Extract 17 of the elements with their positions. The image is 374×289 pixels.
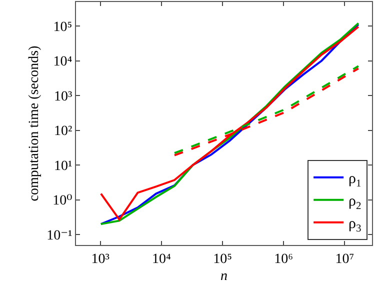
x-axis-title: n bbox=[220, 269, 228, 284]
y-tick-label: 10⁵ bbox=[53, 20, 72, 35]
legend-label: ρ$_{3}$ bbox=[348, 216, 362, 234]
y-tick-label: 10² bbox=[54, 124, 72, 140]
legend-label: ρ$_{2}$ bbox=[348, 194, 362, 212]
y-tick-label: 10⁻¹ bbox=[46, 228, 72, 244]
x-tick-label: 10⁶ bbox=[274, 252, 294, 267]
y-tick-label: 10³ bbox=[54, 89, 72, 104]
y-tick-label: 10⁴ bbox=[53, 54, 72, 70]
x-tick-label: 10⁷ bbox=[335, 252, 354, 267]
x-tick-label: 10⁵ bbox=[213, 252, 232, 267]
y-axis-title: computation time (seconds) bbox=[27, 45, 42, 202]
y-tick-label: 10¹ bbox=[54, 158, 72, 174]
x-tick-label: 10³ bbox=[91, 252, 110, 267]
y-tick-label: 10⁰ bbox=[52, 194, 73, 209]
x-tick-label: 10⁴ bbox=[152, 252, 171, 267]
legend-label: ρ$_{1}$ bbox=[348, 171, 362, 190]
